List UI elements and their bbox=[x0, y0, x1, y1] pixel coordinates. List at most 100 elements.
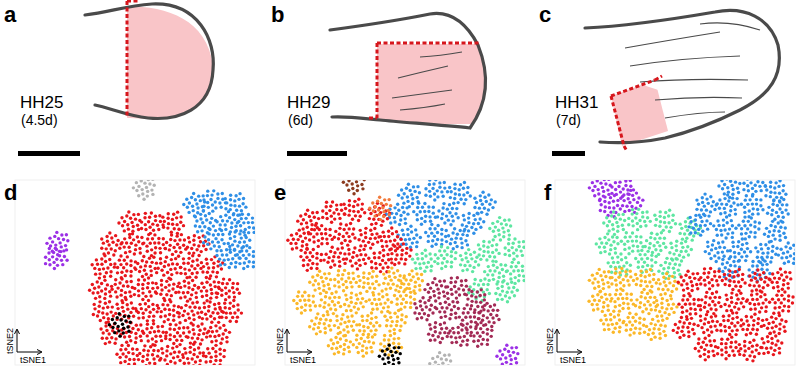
dot bbox=[314, 224, 317, 227]
dot bbox=[119, 293, 122, 296]
dot bbox=[93, 303, 96, 306]
dot bbox=[218, 326, 221, 329]
dot bbox=[207, 309, 210, 312]
dot bbox=[467, 221, 470, 224]
dot bbox=[127, 227, 130, 230]
dot bbox=[144, 302, 147, 305]
dot bbox=[468, 285, 471, 288]
cell-cluster-point bbox=[132, 180, 156, 201]
dot bbox=[486, 283, 489, 286]
dot bbox=[219, 215, 222, 218]
dot bbox=[163, 247, 166, 250]
dot bbox=[213, 317, 216, 320]
dot bbox=[65, 258, 68, 261]
dot bbox=[55, 258, 58, 261]
dot bbox=[396, 203, 399, 206]
dot bbox=[128, 236, 131, 239]
dot bbox=[124, 291, 127, 294]
dot bbox=[345, 257, 348, 260]
dot bbox=[151, 281, 154, 284]
dot bbox=[461, 269, 464, 272]
dot bbox=[64, 244, 67, 247]
dot bbox=[124, 348, 127, 351]
dot bbox=[223, 302, 226, 305]
cell-cluster-point bbox=[200, 300, 225, 324]
dot bbox=[441, 206, 444, 209]
dot bbox=[214, 324, 217, 327]
dot bbox=[156, 223, 159, 226]
cell-cluster-point bbox=[286, 228, 311, 252]
dot bbox=[105, 235, 108, 238]
dot bbox=[119, 263, 122, 266]
dot bbox=[371, 282, 374, 285]
dot bbox=[219, 263, 222, 266]
dot bbox=[220, 293, 223, 296]
dot bbox=[327, 256, 330, 259]
dot bbox=[404, 222, 407, 225]
dot bbox=[463, 228, 466, 231]
scale-bar bbox=[287, 151, 347, 156]
dot bbox=[146, 194, 149, 197]
dot bbox=[482, 254, 485, 257]
dot bbox=[333, 217, 336, 220]
dot bbox=[108, 258, 111, 261]
dot bbox=[412, 210, 415, 213]
dot bbox=[396, 235, 399, 238]
dot bbox=[110, 336, 113, 339]
dot bbox=[326, 242, 329, 245]
dot bbox=[146, 353, 149, 356]
dot bbox=[118, 258, 121, 261]
dot bbox=[192, 313, 195, 316]
dot bbox=[202, 209, 205, 212]
dot bbox=[384, 261, 387, 264]
dot bbox=[476, 212, 479, 215]
dot bbox=[228, 266, 231, 269]
dot bbox=[483, 277, 486, 280]
dot bbox=[324, 253, 327, 256]
dot bbox=[510, 290, 513, 293]
dot bbox=[173, 239, 176, 242]
dot bbox=[395, 230, 398, 233]
dot bbox=[469, 194, 472, 197]
dot bbox=[183, 347, 186, 350]
dot bbox=[239, 229, 242, 232]
dot bbox=[395, 253, 398, 256]
dot bbox=[304, 303, 307, 306]
dot bbox=[506, 269, 509, 272]
dot bbox=[348, 204, 351, 207]
dot bbox=[161, 303, 164, 306]
dot bbox=[321, 237, 324, 240]
dot bbox=[242, 245, 245, 248]
dot bbox=[192, 364, 195, 365]
cell-cluster-point bbox=[177, 276, 200, 301]
dot bbox=[459, 229, 462, 232]
dot bbox=[145, 186, 148, 189]
dot bbox=[518, 274, 521, 277]
dot bbox=[245, 244, 248, 247]
dot bbox=[113, 322, 116, 325]
cell-cluster-point bbox=[488, 216, 512, 242]
dot bbox=[411, 257, 414, 260]
dot bbox=[429, 269, 432, 272]
cell-cluster-point bbox=[163, 233, 187, 258]
dot bbox=[491, 273, 494, 276]
cell-cluster-point bbox=[200, 255, 225, 279]
dot bbox=[166, 216, 169, 219]
dot bbox=[506, 282, 509, 285]
dot bbox=[192, 209, 195, 212]
label: d bbox=[4, 180, 17, 205]
dot bbox=[400, 188, 403, 191]
dot bbox=[211, 203, 214, 206]
dot bbox=[449, 223, 452, 226]
cell-cluster-point bbox=[506, 261, 525, 285]
dot bbox=[497, 276, 500, 279]
dot bbox=[134, 336, 137, 339]
dot bbox=[252, 231, 255, 234]
dot bbox=[353, 236, 356, 239]
dot bbox=[102, 316, 105, 319]
dot bbox=[163, 358, 166, 361]
dot bbox=[149, 269, 152, 272]
dot bbox=[219, 223, 222, 226]
dot bbox=[404, 238, 407, 241]
dot bbox=[315, 252, 318, 255]
